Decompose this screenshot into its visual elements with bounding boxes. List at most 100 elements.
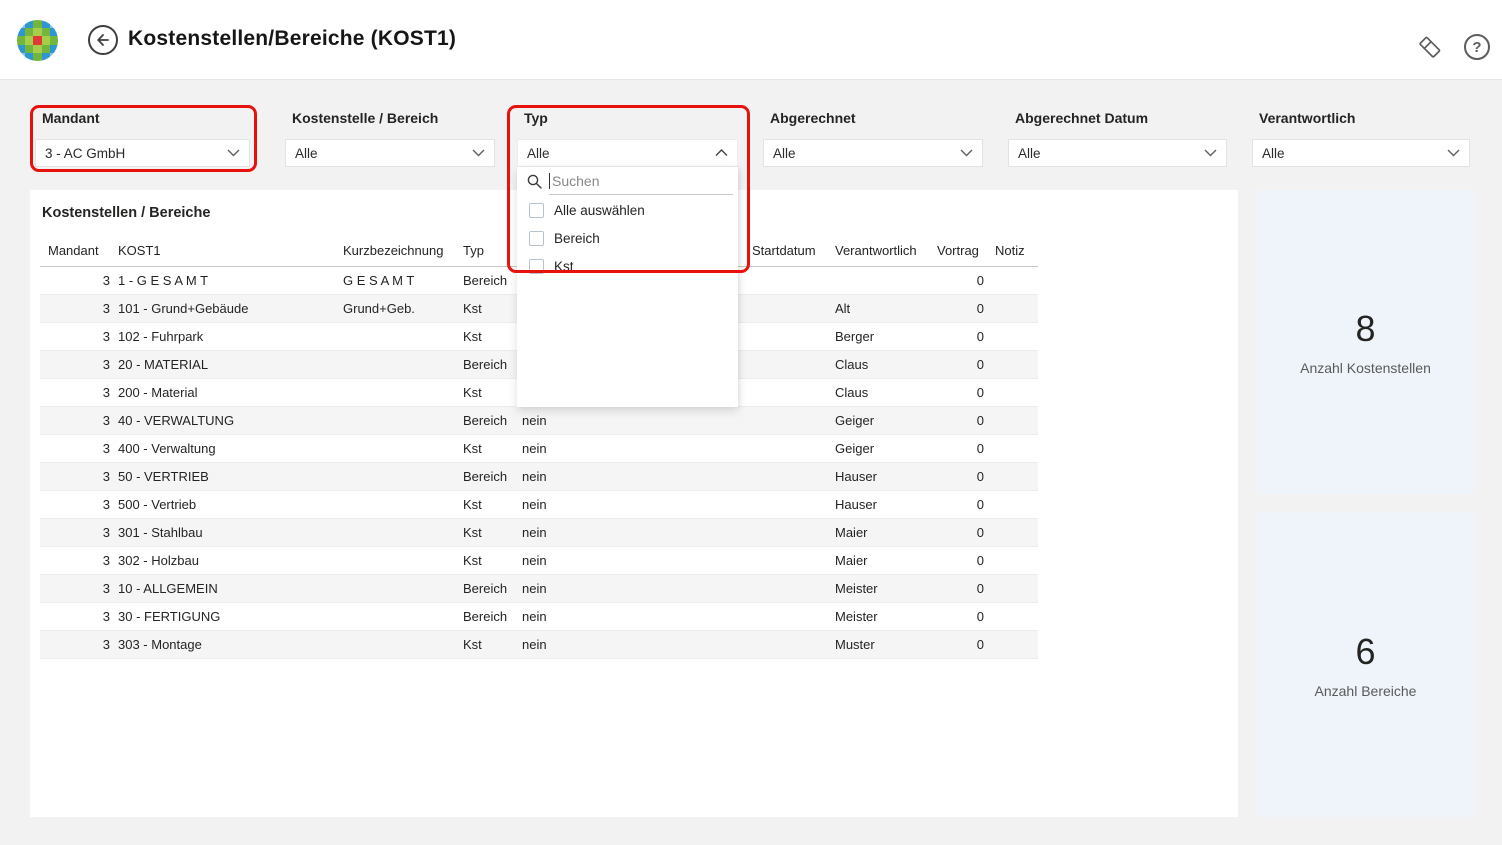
cell-vortrag: 0 [976, 273, 984, 288]
column-header-startdatum[interactable]: Startdatum [752, 243, 816, 258]
cell-startdatum [752, 351, 828, 379]
cell-vortrag: 0 [976, 329, 984, 344]
cell-vortrag: 0 [976, 581, 984, 596]
cell-notiz [995, 435, 1041, 463]
column-header-vortrag[interactable]: Vortrag [937, 243, 979, 258]
cell-abgerechnet: nein [522, 497, 547, 512]
cell-vortrag: 0 [976, 525, 984, 540]
cell-kurzbezeichnung [343, 407, 459, 435]
cell-typ: Kst [463, 497, 482, 512]
cell-notiz [995, 463, 1041, 491]
filter-abgerechnet-datum-dropdown[interactable]: Alle [1008, 139, 1227, 167]
filter-kostenstelle-label: Kostenstelle / Bereich [292, 110, 439, 126]
back-button[interactable] [88, 25, 118, 55]
chevron-down-icon [960, 149, 973, 157]
table-row[interactable]: 3 30 - FERTIGUNG Bereich nein Meister 0 [40, 603, 1038, 631]
cell-startdatum [752, 519, 828, 547]
cell-startdatum [752, 463, 828, 491]
chevron-down-icon [1204, 149, 1217, 157]
cell-mandant: 3 [102, 581, 110, 596]
checkbox-icon[interactable] [529, 202, 544, 218]
option-alle-auswaehlen[interactable]: Alle auswählen [517, 196, 738, 224]
cell-kurzbezeichnung [343, 491, 459, 519]
option-kst[interactable]: Kst [517, 252, 738, 280]
filter-kostenstelle-value: Alle [295, 145, 318, 161]
cell-vortrag: 0 [976, 441, 984, 456]
cell-kost1: 40 - VERWALTUNG [118, 413, 235, 428]
clear-filters-eraser-icon[interactable] [1416, 33, 1444, 61]
filter-abgerechnet-datum: Abgerechnet Datum Alle [1008, 110, 1227, 167]
cell-mandant: 3 [102, 609, 110, 624]
top-header-bar: Kostenstellen/Bereiche (KOST1) ? [0, 0, 1502, 80]
back-arrow-icon [95, 32, 111, 48]
cell-vortrag: 0 [976, 469, 984, 484]
filter-mandant: Mandant 3 - AC GmbH [35, 110, 250, 167]
filter-kostenstelle-dropdown[interactable]: Alle [285, 139, 495, 167]
column-header-verantwortlich[interactable]: Verantwortlich [835, 243, 917, 258]
table-row[interactable]: 3 400 - Verwaltung Kst nein Geiger 0 [40, 435, 1038, 463]
chevron-down-icon [227, 149, 240, 157]
filter-abgerechnet-dropdown[interactable]: Alle [763, 139, 983, 167]
option-bereich[interactable]: Bereich [517, 224, 738, 252]
table-row[interactable]: 3 500 - Vertrieb Kst nein Hauser 0 [40, 491, 1038, 519]
cell-verantwortlich: Hauser [835, 497, 877, 512]
cell-mandant: 3 [102, 497, 110, 512]
kpi-card-bereiche: 6 Anzahl Bereiche [1257, 512, 1474, 817]
table-row[interactable]: 3 302 - Holzbau Kst nein Maier 0 [40, 547, 1038, 575]
typ-dropdown-list: Alle auswählen Bereich Kst [517, 167, 738, 407]
cell-startdatum [752, 547, 828, 575]
cell-kost1: 30 - FERTIGUNG [118, 609, 221, 624]
cell-kurzbezeichnung [343, 519, 459, 547]
cell-verantwortlich: Maier [835, 525, 868, 540]
filter-typ-dropdown[interactable]: Alle [517, 139, 738, 167]
cell-kost1: 400 - Verwaltung [118, 441, 216, 456]
chevron-down-icon [472, 149, 485, 157]
checkbox-icon[interactable] [529, 258, 544, 274]
filter-verantwortlich: Verantwortlich Alle [1252, 110, 1470, 167]
cell-notiz [995, 323, 1041, 351]
cell-abgerechnet: nein [522, 609, 547, 624]
column-header-kost1[interactable]: KOST1 [118, 243, 161, 258]
search-input[interactable] [550, 173, 733, 189]
cell-notiz [995, 351, 1041, 379]
filter-mandant-dropdown[interactable]: 3 - AC GmbH [35, 139, 250, 167]
column-header-kurzbezeichnung[interactable]: Kurzbezeichnung [343, 243, 444, 258]
column-header-notiz[interactable]: Notiz [995, 243, 1025, 258]
cell-startdatum [752, 295, 828, 323]
cell-typ: Bereich [463, 581, 508, 596]
column-header-mandant[interactable]: Mandant [48, 243, 99, 258]
text-caret [549, 173, 550, 189]
cell-kurzbezeichnung [343, 603, 459, 631]
column-header-typ[interactable]: Typ [463, 243, 484, 258]
table-row[interactable]: 3 303 - Montage Kst nein Muster 0 [40, 631, 1038, 659]
filter-kostenstelle-bereich: Kostenstelle / Bereich Alle [285, 110, 495, 167]
table-row[interactable]: 3 50 - VERTRIEB Bereich nein Hauser 0 [40, 463, 1038, 491]
table-row[interactable]: 3 10 - ALLGEMEIN Bereich nein Meister 0 [40, 575, 1038, 603]
cell-typ: Bereich [463, 413, 508, 428]
cell-startdatum [752, 435, 828, 463]
filter-verantwortlich-dropdown[interactable]: Alle [1252, 139, 1470, 167]
filter-abgerechnet-datum-value: Alle [1018, 145, 1041, 161]
filter-abgerechnet-value: Alle [773, 145, 796, 161]
cell-vortrag: 0 [976, 637, 984, 652]
chevron-down-icon [1447, 149, 1460, 157]
cell-typ: Bereich [463, 609, 508, 624]
checkbox-icon[interactable] [529, 230, 544, 246]
table-row[interactable]: 3 40 - VERWALTUNG Bereich nein Geiger 0 [40, 407, 1038, 435]
cell-kurzbezeichnung [343, 631, 459, 659]
cell-kurzbezeichnung [343, 323, 459, 351]
cell-verantwortlich: Meister [835, 581, 878, 596]
cell-abgerechnet: nein [522, 469, 547, 484]
cell-verantwortlich [835, 267, 931, 295]
page-title: Kostenstellen/Bereiche (KOST1) [128, 27, 457, 50]
option-label: Bereich [554, 230, 600, 246]
table-title: Kostenstellen / Bereiche [42, 205, 211, 221]
cell-mandant: 3 [102, 553, 110, 568]
cell-vortrag: 0 [976, 497, 984, 512]
option-label: Kst [554, 258, 574, 274]
cell-startdatum [752, 323, 828, 351]
table-row[interactable]: 3 301 - Stahlbau Kst nein Maier 0 [40, 519, 1038, 547]
dropdown-search-row [517, 167, 738, 196]
cell-verantwortlich: Alt [835, 301, 851, 316]
help-icon[interactable]: ? [1464, 34, 1490, 60]
